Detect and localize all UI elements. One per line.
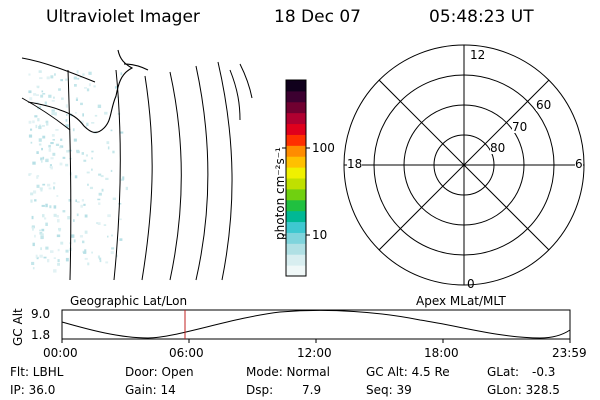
lat-lon-grid	[21, 57, 253, 281]
colorbar-swatch	[286, 90, 306, 103]
date-label: 18 Dec 07	[274, 7, 361, 27]
mlt-line-diag-2	[378, 79, 550, 251]
lat-label-60: 60	[536, 98, 552, 112]
seq-status: Seq: 39	[366, 383, 412, 397]
coastline	[27, 49, 149, 134]
dsp-value: 7.9	[302, 383, 322, 397]
colorbar-swatch	[286, 254, 306, 266]
colorbar-swatch	[286, 145, 306, 157]
glat-label: GLat:	[487, 365, 520, 379]
colorbar-swatch	[286, 134, 306, 146]
filter-status: Flt: LBHL	[10, 365, 64, 379]
x-tick-0000: 00:00	[43, 346, 78, 360]
x-tick-2359: 23:59	[552, 346, 587, 360]
colorbar-swatch	[286, 80, 306, 92]
x-ticks	[61, 339, 571, 343]
mlt-label-12: 12	[470, 48, 486, 62]
orbit-altitude-curve	[61, 309, 571, 339]
y-tick-9: 9.0	[31, 307, 51, 321]
x-tick-1800: 18:00	[424, 346, 459, 360]
mlt-label-6: 6	[575, 157, 583, 171]
mlt-label-0: 0	[467, 277, 475, 291]
colorbar-swatch	[286, 199, 306, 212]
ip-status: IP: 36.0	[10, 383, 56, 397]
colorbar-swatch	[286, 210, 306, 223]
colorbar-swatch	[286, 265, 306, 277]
colorbar-swatch	[286, 221, 306, 233]
colorbar-swatch	[286, 188, 306, 201]
mlt-label-18: 18	[347, 157, 363, 171]
colorbar-swatch	[286, 156, 306, 168]
colorbar-swatch	[286, 101, 306, 114]
colorbar-label-10: 10	[312, 228, 328, 242]
glat-value: -0.3	[532, 365, 556, 379]
colorbar-scale	[286, 80, 306, 277]
gain-status: Gain: 14	[125, 383, 176, 397]
time-label: 05:48:23 UT	[429, 7, 534, 27]
app-title: Ultraviolet Imager	[46, 7, 200, 27]
colorbar-swatch	[286, 243, 306, 255]
colorbar-swatch	[286, 167, 306, 179]
colorbar-swatch	[286, 112, 306, 125]
geographic-label: Geographic Lat/Lon	[70, 294, 188, 308]
glon-status: GLon: 328.5	[487, 383, 560, 397]
lat-label-80: 80	[490, 141, 506, 155]
colorbar-label-100: 100	[312, 141, 335, 155]
apex-label: Apex MLat/MLT	[416, 294, 506, 308]
y-tick-1-8: 1.8	[31, 328, 51, 342]
gc-alt-status: GC Alt: 4.5 Re	[366, 365, 450, 379]
colorbar-swatch	[286, 232, 306, 244]
lat-label-70: 70	[512, 120, 528, 134]
colorbar-swatch	[286, 123, 306, 135]
colorbar-swatch	[286, 178, 306, 190]
timeline-frame	[61, 309, 571, 340]
door-status: Door: Open	[125, 365, 194, 379]
x-tick-0600: 06:00	[169, 346, 204, 360]
x-tick-1200: 12:00	[297, 346, 332, 360]
dsp-label: Dsp:	[246, 383, 274, 397]
mode-status: Mode: Normal	[246, 365, 330, 379]
